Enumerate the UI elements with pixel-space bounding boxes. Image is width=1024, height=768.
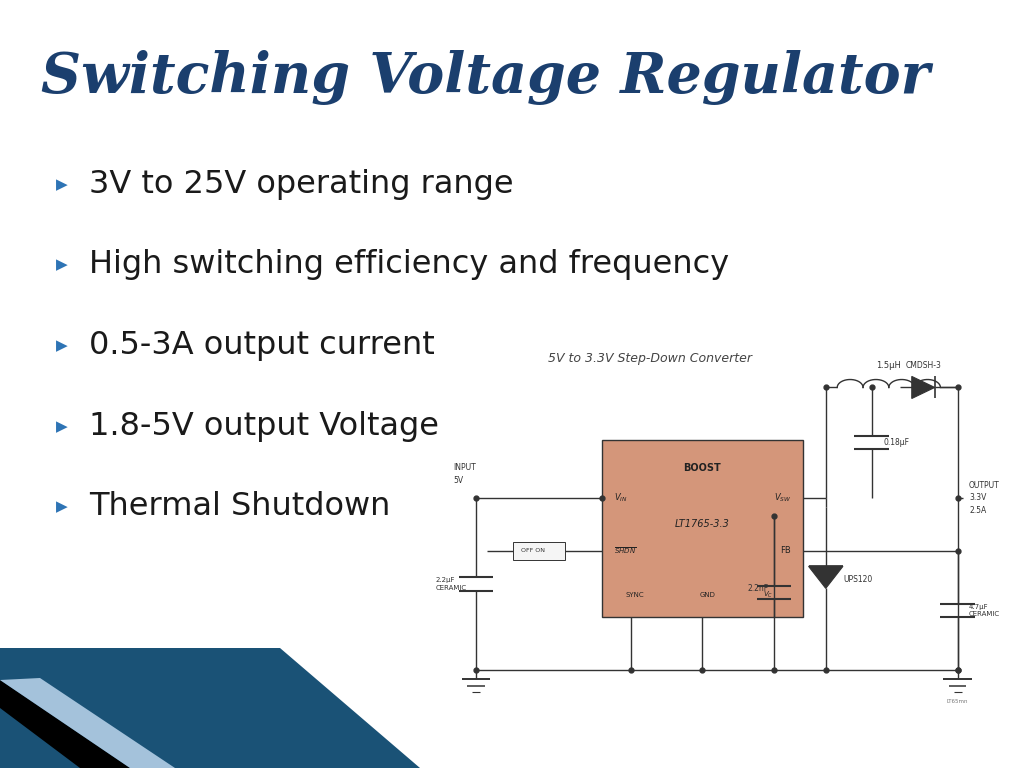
Text: $V_{SW}$: $V_{SW}$	[774, 492, 792, 504]
Text: UPS120: UPS120	[843, 575, 872, 584]
Text: CMDSH-3: CMDSH-3	[905, 361, 941, 370]
Polygon shape	[0, 648, 420, 768]
Text: 2.2nF: 2.2nF	[748, 584, 768, 593]
Text: BOOST: BOOST	[684, 462, 721, 472]
Text: $V_{IN}$: $V_{IN}$	[613, 492, 628, 504]
Text: ▶: ▶	[56, 177, 68, 192]
Polygon shape	[0, 680, 130, 768]
Text: ▶: ▶	[56, 419, 68, 434]
Text: 3V to 25V operating range: 3V to 25V operating range	[89, 169, 514, 200]
Text: LT65mn: LT65mn	[947, 699, 969, 703]
Polygon shape	[809, 566, 843, 588]
Text: ▶: ▶	[56, 499, 68, 515]
Text: $V_C$: $V_C$	[763, 590, 773, 600]
Text: 1.8-5V output Voltage: 1.8-5V output Voltage	[89, 411, 439, 442]
Text: 1.5µH: 1.5µH	[877, 361, 901, 370]
Text: OFF ON: OFF ON	[521, 548, 546, 554]
Text: FB: FB	[780, 546, 792, 555]
Text: High switching efficiency and frequency: High switching efficiency and frequency	[89, 250, 729, 280]
Text: 2.2µF
CERAMIC: 2.2µF CERAMIC	[436, 578, 467, 591]
Text: Thermal Shutdown: Thermal Shutdown	[89, 492, 390, 522]
Polygon shape	[911, 376, 935, 399]
Text: OUTPUT
3.3V
2.5A: OUTPUT 3.3V 2.5A	[969, 481, 999, 515]
Text: 0.18µF: 0.18µF	[883, 439, 909, 447]
Text: 4.7µF
CERAMIC: 4.7µF CERAMIC	[969, 604, 1000, 617]
Text: SYNC: SYNC	[625, 592, 644, 598]
Bar	[513, 542, 565, 560]
Text: ▶: ▶	[56, 338, 68, 353]
Polygon shape	[0, 678, 175, 768]
Text: ▶: ▶	[56, 257, 68, 273]
Text: INPUT
5V: INPUT 5V	[453, 463, 476, 485]
Text: 0.5-3A output current: 0.5-3A output current	[89, 330, 435, 361]
Text: Switching Voltage Regulator: Switching Voltage Regulator	[41, 50, 930, 105]
Text: $\overline{SHDN}$: $\overline{SHDN}$	[613, 546, 636, 556]
Text: 5V to 3.3V Step-Down Converter: 5V to 3.3V Step-Down Converter	[548, 352, 753, 365]
Text: LT1765-3.3: LT1765-3.3	[675, 519, 730, 529]
Bar	[602, 441, 803, 617]
Text: GND: GND	[699, 592, 716, 598]
